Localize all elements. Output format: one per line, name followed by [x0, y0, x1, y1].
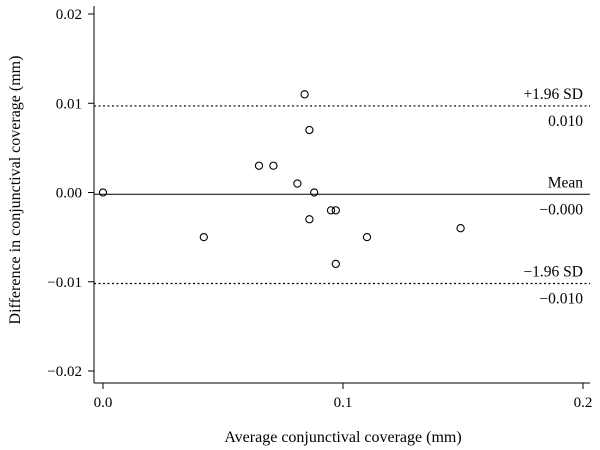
y-axis-title: Difference in conjunctival coverage (mm) [7, 56, 24, 325]
data-point [326, 206, 336, 215]
data-point [310, 188, 319, 197]
x-axis-title: Average conjunctival coverage (mm) [224, 429, 461, 446]
reference-line-label: Mean [548, 174, 584, 191]
plot-area: −0.02 −0.01 0.00 0.01 0.02 0.0 0.1 0.2 +1.96 SD 0… [47, 6, 592, 411]
reference-line-value: −0.000 [539, 201, 583, 218]
reference-line-label: +1.96 SD [523, 86, 583, 103]
data-point [305, 125, 314, 135]
data-point [305, 215, 314, 224]
y-tick-label: 0.02 [56, 7, 82, 23]
y-tick-label: 0.00 [56, 186, 82, 202]
y-tick-label: −0.01 [47, 275, 82, 291]
data-point [254, 161, 264, 170]
data-point [362, 232, 372, 242]
data-point [456, 224, 465, 233]
data-point [331, 206, 340, 215]
data-point [331, 259, 340, 269]
reference-line-value: −0.010 [539, 291, 583, 308]
data-point [98, 188, 108, 197]
y-tick-label: 0.01 [56, 96, 82, 112]
x-tick-label: 0.2 [574, 395, 593, 411]
y-tick-label: −0.02 [47, 364, 82, 380]
data-point [300, 90, 309, 99]
x-tick-label: 0.1 [334, 395, 353, 411]
data-point [293, 179, 302, 188]
data-point [269, 161, 278, 170]
reference-line-label: −1.96 SD [523, 264, 583, 281]
x-tick-label: 0.0 [94, 395, 113, 411]
data-point [199, 232, 208, 242]
reference-line-value: 0.010 [548, 113, 583, 130]
